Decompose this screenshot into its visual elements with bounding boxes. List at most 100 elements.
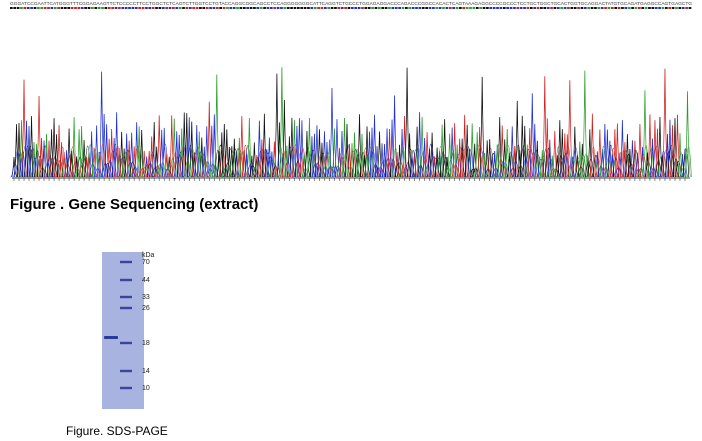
base-mark: [172, 7, 175, 9]
sequence-text: GGGATCCGAATTCATGGGTTTCGGAGAAGTTCTCCCCCTT…: [10, 1, 692, 6]
trace-peak: [247, 163, 254, 178]
base-mark: [310, 7, 314, 9]
trace-peak: [285, 136, 294, 178]
trace-peak: [25, 126, 33, 178]
base-mark: [428, 7, 432, 9]
trace-peak: [288, 117, 296, 178]
trace-peak: [12, 124, 21, 178]
gel: [102, 252, 144, 409]
trace-peak: [641, 90, 649, 178]
base-mark: [401, 7, 405, 9]
base-mark: [53, 7, 57, 9]
base-mark: [276, 7, 280, 9]
trace-peak: [26, 145, 34, 178]
trace-peak: [562, 152, 569, 178]
base-mark: [226, 7, 229, 9]
trace-peak: [448, 127, 456, 178]
base-mark: [188, 7, 192, 9]
trace-peak: [533, 140, 541, 178]
trace-peak: [613, 123, 622, 178]
trace-peak: [325, 139, 334, 178]
base-mark: [634, 7, 638, 9]
base-mark: [361, 7, 364, 9]
trace-peak: [369, 150, 377, 178]
trace-peak: [636, 124, 644, 178]
trace-peak: [368, 127, 376, 178]
trace-peak: [462, 145, 469, 178]
trace-peak: [298, 120, 306, 178]
trace-peak: [173, 131, 181, 178]
base-mark: [50, 7, 54, 9]
base-mark: [20, 7, 23, 9]
base-mark: [583, 7, 587, 9]
base-mark: [621, 7, 624, 9]
trace-peak: [603, 129, 612, 178]
trace-peak: [345, 143, 354, 178]
trace-peak: [50, 118, 58, 178]
trace-peak: [467, 149, 474, 178]
base-mark: [145, 7, 148, 9]
trace-peak: [218, 132, 226, 178]
ladder: 70 44 33 26 18 14 10: [120, 259, 150, 392]
base-mark: [40, 7, 44, 9]
base-mark: [381, 7, 385, 9]
base-mark: [253, 7, 256, 9]
trace-peak: [55, 125, 63, 178]
base-mark: [435, 7, 439, 9]
base-mark: [307, 7, 310, 9]
trace-peak: [62, 150, 71, 178]
trace-peak: [438, 124, 446, 178]
trace-peak: [77, 126, 86, 178]
trace-peak: [280, 100, 289, 178]
base-mark: [64, 7, 67, 9]
trace-peak: [330, 128, 339, 178]
ladder-band: [120, 295, 132, 299]
trace-peak: [90, 147, 98, 178]
base-mark: [334, 7, 337, 9]
base-mark: [30, 7, 33, 9]
base-mark: [280, 7, 283, 9]
trace-peak: [30, 142, 38, 178]
trace-peak: [278, 67, 286, 178]
base-mark: [23, 7, 27, 9]
trace-peak: [20, 79, 28, 178]
trace-peak: [86, 144, 94, 178]
trace-peak: [163, 153, 171, 178]
trace-peak: [385, 128, 394, 178]
base-mark: [563, 7, 567, 9]
trace-peak: [10, 156, 18, 178]
base-mark: [580, 7, 584, 9]
base-mark: [405, 7, 408, 9]
trace-peak: [673, 114, 682, 178]
trace-peak: [73, 156, 81, 178]
base-mark: [529, 7, 533, 9]
trace-peak: [556, 120, 564, 178]
trace-peak: [622, 150, 630, 178]
trace-peak: [196, 151, 204, 178]
trace-peak: [388, 119, 396, 178]
trace-peak: [511, 146, 519, 178]
base-mark: [654, 7, 658, 9]
trace-peak: [576, 141, 584, 178]
trace-peak: [668, 125, 677, 178]
trace-peak: [433, 147, 441, 178]
base-mark: [421, 7, 425, 9]
base-mark: [502, 7, 506, 9]
trace-peak: [383, 128, 391, 178]
base-mark: [610, 7, 614, 9]
base-mark: [303, 7, 307, 9]
base-mark: [577, 7, 580, 9]
base-mark: [212, 7, 216, 9]
trace-peak: [428, 132, 436, 178]
trace-peak: [143, 156, 151, 178]
base-mark: [499, 7, 503, 9]
trace-peak: [643, 152, 651, 178]
trace-peak: [370, 114, 379, 178]
trace-peak: [503, 128, 511, 178]
trace-peak: [80, 140, 88, 178]
base-mark: [648, 7, 651, 9]
trace-peak: [75, 129, 83, 178]
trace-peak: [666, 119, 674, 178]
base-mark: [185, 7, 189, 9]
base-mark: [249, 7, 253, 9]
